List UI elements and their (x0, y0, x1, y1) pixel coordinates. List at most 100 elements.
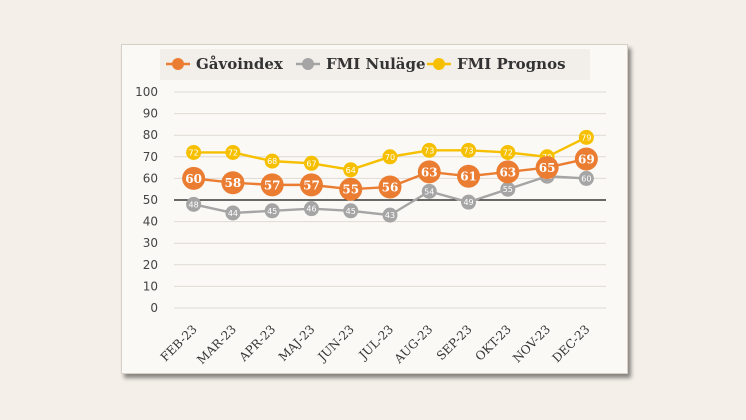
x-tick-label: APR-23 (236, 322, 279, 365)
data-label: 79 (581, 133, 591, 142)
data-label: 57 (303, 178, 320, 192)
x-tick-label: NOV-23 (510, 322, 553, 365)
data-point (378, 175, 402, 199)
data-label: 43 (385, 211, 395, 220)
data-label: 60 (581, 174, 591, 183)
data-point (421, 183, 437, 199)
data-label: 69 (578, 152, 595, 166)
data-point (260, 173, 284, 197)
series-fmi-nulage: 48 44 45 46 45 43 54 49 55 61 60 (186, 168, 594, 223)
legend-label: FMI Nuläge (326, 55, 426, 73)
y-tick-label: 40 (143, 215, 158, 229)
data-point (417, 160, 441, 184)
data-point (299, 173, 323, 197)
data-label: 63 (499, 165, 516, 179)
data-point (461, 194, 477, 210)
data-point (182, 166, 206, 190)
data-label: 56 (382, 181, 399, 195)
data-label: 55 (503, 185, 513, 194)
series-group: 48 44 45 46 45 43 54 49 55 61 60 72 72 68 67 64 70 73 73 72… (182, 129, 598, 223)
data-label: 57 (264, 178, 281, 192)
data-point (186, 196, 202, 212)
data-label: 65 (539, 161, 556, 175)
data-point (578, 170, 594, 186)
data-point (225, 144, 241, 160)
data-label: 61 (460, 170, 477, 184)
data-label: 44 (228, 209, 238, 218)
data-point (343, 203, 359, 219)
line-chart: 0 10 20 30 40 50 60 70 80 90 100 FEB-23MAR-23APR-2… (135, 49, 606, 367)
data-label: 55 (342, 183, 359, 197)
data-point (578, 129, 594, 145)
data-label: 60 (185, 172, 202, 186)
data-point (303, 201, 319, 217)
data-label: 64 (346, 166, 356, 175)
y-axis: 0 10 20 30 40 50 60 70 80 90 100 (135, 85, 158, 315)
x-tick-label: JUN-23 (314, 322, 357, 365)
data-label: 63 (421, 165, 438, 179)
data-label: 45 (346, 207, 356, 216)
y-tick-label: 80 (143, 128, 158, 142)
data-point (264, 153, 280, 169)
chart-card: 0 10 20 30 40 50 60 70 80 90 100 FEB-23 MAR-23 APR-2… (121, 44, 628, 374)
series-gavoindex: 60 58 57 57 55 56 63 61 63 65 69 (182, 147, 598, 201)
x-tick-label: FEB-23 (158, 322, 200, 364)
data-point (500, 181, 516, 197)
data-point (382, 207, 398, 223)
data-label: 72 (503, 148, 513, 157)
x-tick-label: SEP-23 (434, 322, 475, 363)
data-label: 54 (424, 187, 434, 196)
series-fmi-prognos: 7272686764707373727079 (186, 129, 594, 178)
data-label: 45 (267, 207, 277, 216)
data-point (264, 203, 280, 219)
legend-label: Gåvoindex (196, 55, 284, 73)
y-tick-label: 50 (143, 193, 158, 207)
y-tick-label: 0 (150, 301, 158, 315)
data-point (343, 162, 359, 178)
legend: Gåvoindex FMI Nuläge FMI Prognos (160, 49, 590, 80)
data-label: 46 (306, 205, 316, 214)
x-tick-label: AUG-23 (391, 322, 435, 366)
data-point (221, 171, 245, 195)
data-label: 68 (267, 157, 277, 166)
data-label: 58 (225, 176, 242, 190)
x-tick-label: MAR-23 (194, 322, 239, 367)
legend-label: FMI Prognos (457, 55, 566, 73)
data-label: 72 (189, 148, 199, 157)
data-point (339, 177, 363, 201)
data-label: 73 (463, 146, 473, 155)
data-point (461, 142, 477, 158)
data-label: 67 (306, 159, 316, 168)
legend-swatch-marker (172, 58, 184, 70)
y-tick-label: 10 (143, 279, 158, 293)
data-label: 73 (424, 146, 434, 155)
data-point (535, 156, 559, 180)
y-tick-label: 90 (143, 107, 158, 121)
data-point (421, 142, 437, 158)
data-point (496, 160, 520, 184)
data-label: 49 (463, 198, 473, 207)
data-label: 48 (189, 200, 199, 209)
legend-background (160, 49, 590, 80)
data-point (186, 144, 202, 160)
y-tick-label: 70 (143, 150, 158, 164)
y-tick-label: 20 (143, 258, 158, 272)
x-tick-label: DEC-23 (549, 322, 592, 365)
data-point (500, 144, 516, 160)
y-tick-label: 100 (135, 85, 158, 99)
data-label: 72 (228, 148, 238, 157)
data-point (303, 155, 319, 171)
x-tick-label: OKT-23 (473, 322, 514, 363)
data-point (382, 149, 398, 165)
data-point (225, 205, 241, 221)
legend-swatch-marker (433, 58, 445, 70)
x-tick-label: JUL-23 (355, 322, 396, 363)
legend-swatch-marker (302, 58, 314, 70)
data-point (457, 164, 481, 188)
data-label: 70 (385, 153, 395, 162)
x-tick-label: MAJ-23 (276, 322, 318, 364)
data-point (574, 147, 598, 171)
y-tick-label: 30 (143, 236, 158, 250)
y-tick-label: 60 (143, 171, 158, 185)
